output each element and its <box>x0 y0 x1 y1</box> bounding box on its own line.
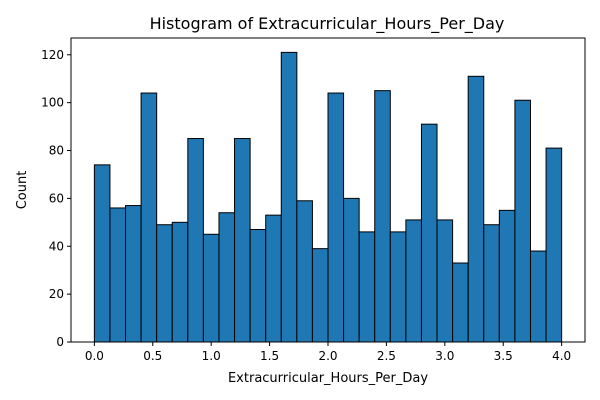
histogram-bar <box>218 212 236 343</box>
histogram-bar <box>202 233 220 343</box>
histogram-bar <box>529 250 547 343</box>
x-tick-label: 4.0 <box>552 349 571 363</box>
chart-title: Histogram of Extracurricular_Hours_Per_D… <box>150 14 505 34</box>
histogram-bar <box>545 147 563 343</box>
histogram-bar <box>327 92 345 343</box>
histogram-bar <box>234 138 251 343</box>
histogram-bar <box>343 197 360 343</box>
histogram-bar <box>405 219 422 343</box>
histogram-bar <box>109 207 127 343</box>
histogram-bar <box>93 164 111 343</box>
histogram-bar <box>514 99 531 343</box>
histogram-bar <box>156 224 173 343</box>
histogram-bar <box>358 231 376 343</box>
bars-group <box>93 51 563 343</box>
histogram-bar <box>296 200 313 343</box>
x-tick-label: 3.5 <box>494 349 513 363</box>
histogram-bar <box>498 209 516 343</box>
x-tick-label: 0.5 <box>143 349 162 363</box>
histogram-bar <box>140 92 158 343</box>
x-tick-label: 3.0 <box>435 349 454 363</box>
histogram-bar <box>389 231 407 343</box>
y-tick-label: 100 <box>41 96 64 110</box>
x-tick-label: 0.0 <box>85 349 104 363</box>
y-tick-label: 60 <box>49 191 64 205</box>
x-axis-label: Extracurricular_Hours_Per_Day <box>228 371 428 386</box>
x-tick-label: 1.0 <box>202 349 221 363</box>
histogram-bar <box>436 219 454 343</box>
y-tick-label: 120 <box>41 48 64 62</box>
histogram-bar <box>280 51 298 343</box>
histogram-bar <box>125 205 142 343</box>
x-tick-label: 2.0 <box>318 349 337 363</box>
histogram-bar <box>187 138 204 343</box>
y-axis-label: Count <box>15 171 30 210</box>
histogram-bar <box>265 214 282 343</box>
x-tick-label: 2.5 <box>377 349 396 363</box>
histogram-bar <box>420 123 438 343</box>
y-ticks-group: 0 20 40 60 80 100 120 <box>41 48 71 349</box>
y-tick-label: 20 <box>49 287 64 301</box>
histogram-bar <box>311 248 329 343</box>
y-tick-label: 40 <box>49 239 64 253</box>
histogram-bar <box>249 228 267 343</box>
plot-frame <box>70 37 586 343</box>
y-tick-label: 80 <box>49 144 64 158</box>
histogram-bar <box>467 75 485 343</box>
histogram-bar <box>171 221 189 343</box>
histogram-bar <box>483 224 500 343</box>
x-tick-label: 1.5 <box>260 349 279 363</box>
histogram-bar <box>374 90 391 343</box>
histogram-bar <box>452 262 469 343</box>
y-tick-label: 0 <box>56 335 64 349</box>
x-ticks-group: 0.0 0.5 1.0 1.5 2.0 2.5 3.0 3.5 4.0 <box>85 342 571 363</box>
